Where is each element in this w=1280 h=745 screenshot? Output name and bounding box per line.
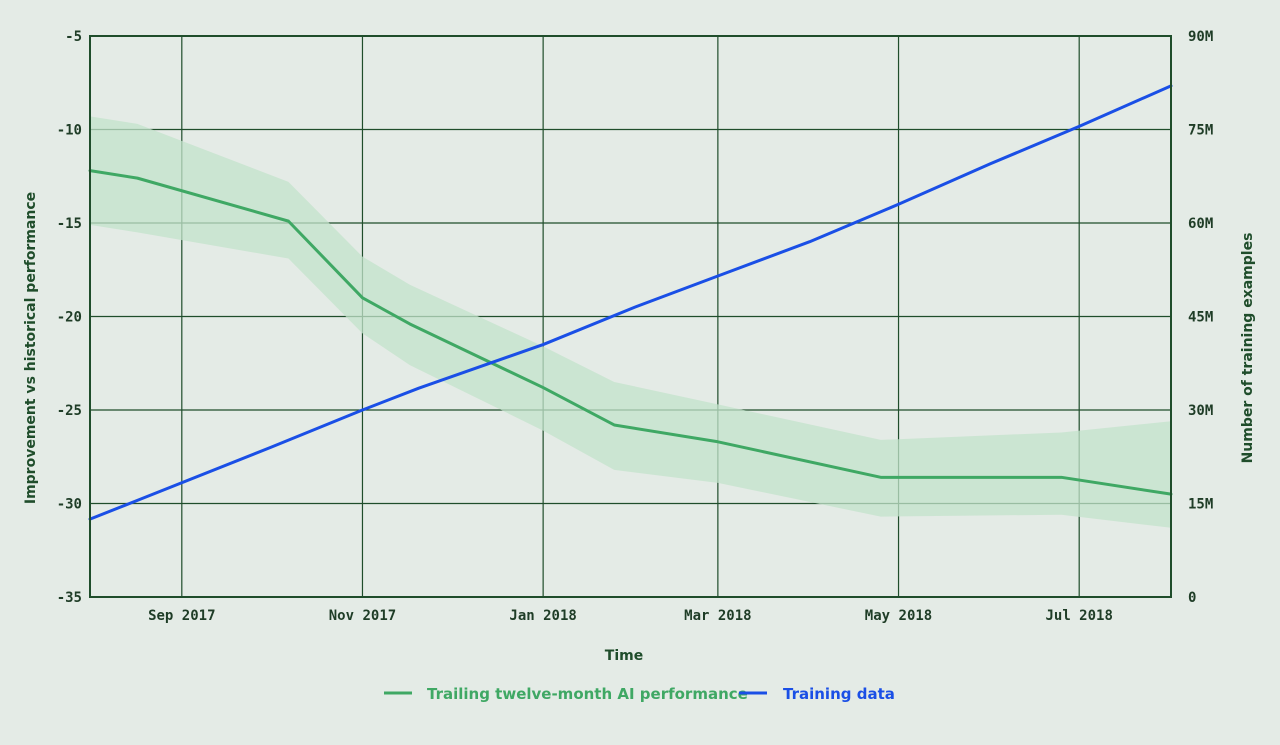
y-right-tick-label: 60M	[1188, 216, 1213, 232]
x-tick-label: Mar 2018	[684, 608, 751, 624]
y-right-tick-label: 75M	[1188, 123, 1213, 139]
y-axis-right-title: Number of training examples	[1240, 233, 1256, 464]
x-axis-title: Time	[605, 648, 643, 664]
y-right-tick-label: 90M	[1188, 29, 1213, 45]
y-right-tick-label: 0	[1188, 590, 1196, 606]
y-right-tick-label: 45M	[1188, 310, 1213, 326]
y-axis-left-title: Improvement vs historical performance	[23, 192, 39, 504]
confidence-band-group	[90, 116, 1171, 528]
y-right-tick-label: 30M	[1188, 403, 1213, 419]
performance-line	[88, 169, 1173, 496]
y-left-tick-label: -20	[57, 310, 82, 326]
y-left-tick-label: -15	[57, 216, 82, 232]
y-left-tick-label: -5	[65, 29, 82, 45]
legend: Trailing twelve-month AI performance Tra…	[384, 685, 895, 703]
legend-label-training: Training data	[783, 685, 895, 703]
legend-label-performance: Trailing twelve-month AI performance	[427, 685, 748, 703]
y-left-tick-label: -25	[57, 403, 82, 419]
y-left-tick-label: -10	[57, 123, 82, 139]
plot-frame	[89, 35, 1172, 598]
x-tick-label: Jan 2018	[509, 608, 576, 624]
training-data-line	[88, 84, 1173, 521]
tick-labels: -5 -10 -15 -20 -25 -30 -35 90M 75M 60M 45M 30M 15M 0 S…	[57, 29, 1214, 624]
series-lines	[88, 84, 1173, 521]
y-left-tick-label: -30	[57, 497, 82, 513]
confidence-band	[90, 116, 1171, 528]
x-tick-label: Nov 2017	[329, 608, 396, 624]
x-tick-label: Jul 2018	[1045, 608, 1112, 624]
x-tick-label: May 2018	[865, 608, 932, 624]
y-right-tick-label: 15M	[1188, 497, 1213, 513]
x-tick-label: Sep 2017	[148, 608, 215, 624]
y-left-tick-label: -35	[57, 590, 82, 606]
